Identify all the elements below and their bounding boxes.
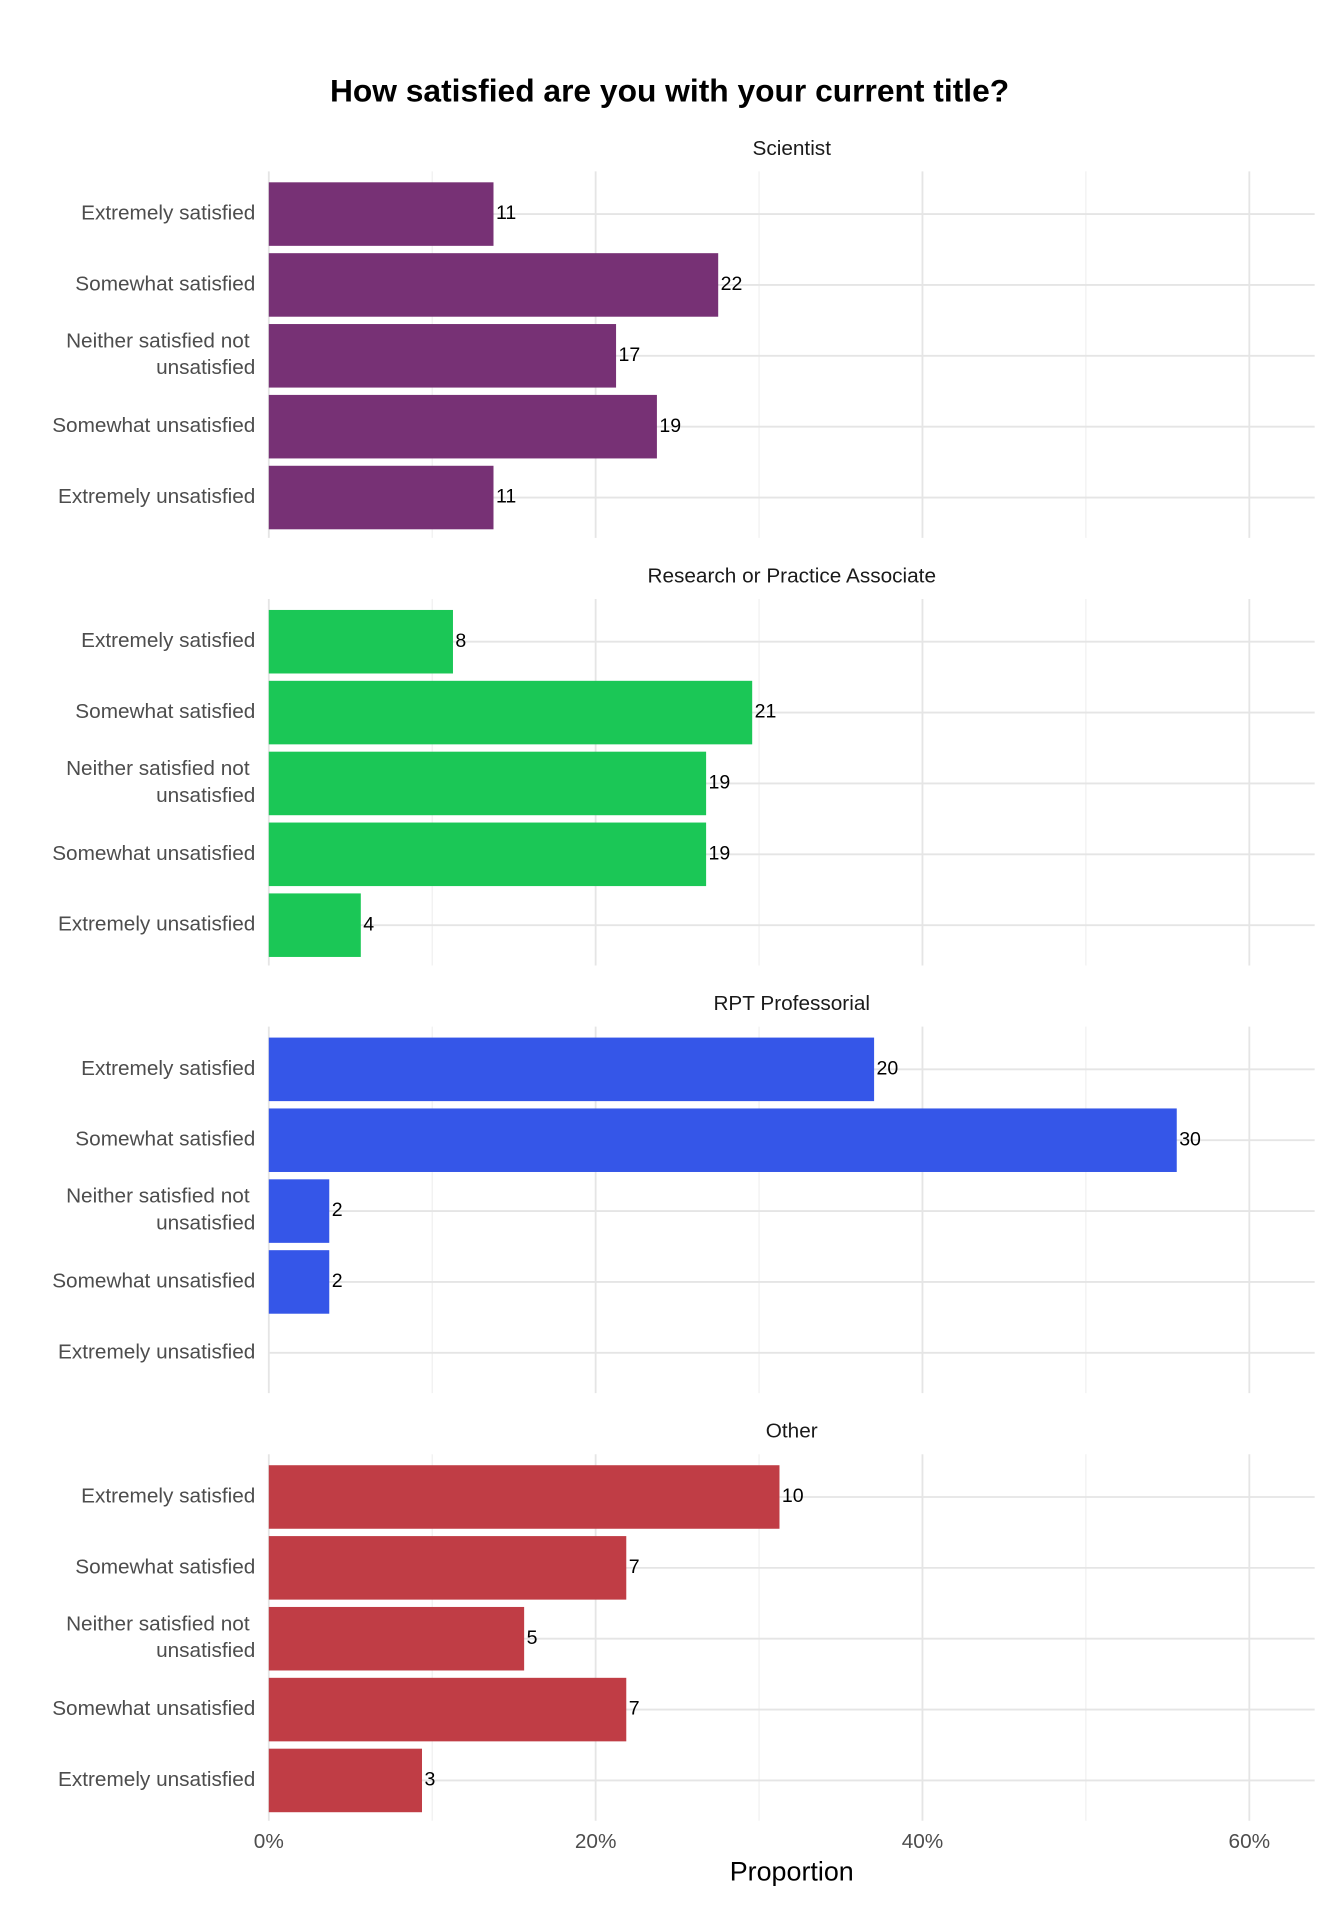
bar (268, 751, 707, 816)
x-tick-label: 20% (575, 1830, 617, 1853)
value-label: 4 (363, 913, 374, 935)
value-label: 11 (496, 486, 516, 508)
label-line: Neither satisfied not (66, 330, 255, 353)
bar (268, 1037, 875, 1102)
chart-title: How satisfied are you with your current … (330, 73, 1009, 109)
bar (268, 1179, 330, 1243)
x-axis-label: Proportion (730, 1856, 854, 1886)
y-tick-label: Somewhat satisfied (75, 272, 255, 295)
value-label: 11 (496, 202, 516, 224)
x-tick-label: 60% (1229, 1830, 1271, 1853)
y-tick-label: Extremely satisfied (81, 629, 255, 652)
value-label: 20 (877, 1058, 899, 1080)
bar (268, 1536, 627, 1600)
y-tick-label: Extremely unsatisfied (58, 1768, 255, 1791)
label-line: unsatisfied (156, 784, 255, 807)
value-label: 19 (709, 842, 731, 864)
facet-title: Other (766, 1420, 818, 1443)
y-tick-label: Neither satisfied not unsatisfied (66, 757, 255, 807)
y-tick-label: Somewhat satisfied (75, 1128, 255, 1151)
value-label: 22 (721, 273, 743, 295)
value-label: 21 (755, 701, 777, 723)
y-tick-label: Neither satisfied not unsatisfied (66, 1613, 255, 1663)
bar (268, 465, 494, 530)
bar (268, 1250, 330, 1314)
y-tick-label: Extremely satisfied (81, 202, 255, 225)
bar (268, 182, 494, 246)
y-tick-label: Somewhat unsatisfied (52, 1269, 255, 1292)
facet-title: RPT Professorial (713, 992, 870, 1015)
label-line: Neither satisfied not (66, 1613, 255, 1636)
label-line: unsatisfied (156, 1212, 255, 1235)
bar (268, 822, 707, 887)
value-label: 7 (629, 1556, 640, 1578)
value-label: 2 (332, 1199, 343, 1221)
bar (268, 1606, 525, 1671)
bar (268, 1748, 423, 1813)
x-tick-label: 0% (254, 1830, 284, 1853)
bar (268, 1108, 1177, 1172)
facet-title: Scientist (752, 137, 831, 160)
value-label: 17 (619, 344, 641, 366)
bar (268, 394, 657, 459)
label-line: Neither satisfied not (66, 1185, 255, 1208)
bar (268, 893, 361, 957)
bar (268, 680, 753, 745)
bar (268, 1677, 627, 1742)
bar (268, 324, 617, 388)
bar (268, 609, 453, 674)
y-tick-label: Neither satisfied not unsatisfied (66, 330, 255, 380)
value-label: 2 (332, 1270, 343, 1292)
label-line: Neither satisfied not (66, 757, 255, 780)
y-tick-label: Extremely satisfied (81, 1057, 255, 1080)
value-label: 19 (709, 772, 731, 794)
facet-title: Research or Practice Associate (647, 564, 936, 587)
label-line: unsatisfied (156, 1640, 255, 1663)
bar (268, 253, 719, 317)
value-label: 30 (1179, 1128, 1201, 1150)
value-label: 3 (424, 1769, 435, 1791)
y-tick-label: Neither satisfied not unsatisfied (66, 1185, 255, 1235)
value-label: 10 (782, 1485, 804, 1507)
y-tick-label: Somewhat satisfied (75, 1555, 255, 1578)
x-tick-label: 40% (902, 1830, 944, 1853)
bar (268, 1465, 780, 1529)
value-label: 8 (455, 630, 466, 652)
y-tick-label: Extremely unsatisfied (58, 1340, 255, 1363)
y-tick-label: Somewhat unsatisfied (52, 1697, 255, 1720)
y-tick-label: Somewhat satisfied (75, 700, 255, 723)
value-label: 7 (629, 1698, 640, 1720)
y-tick-label: Extremely unsatisfied (58, 485, 255, 508)
y-tick-label: Somewhat unsatisfied (52, 842, 255, 865)
y-tick-label: Extremely satisfied (81, 1484, 255, 1507)
value-label: 5 (527, 1627, 538, 1649)
label-line: unsatisfied (156, 357, 255, 380)
y-tick-label: Somewhat unsatisfied (52, 414, 255, 437)
y-tick-label: Extremely unsatisfied (58, 913, 255, 936)
value-label: 19 (659, 415, 681, 437)
